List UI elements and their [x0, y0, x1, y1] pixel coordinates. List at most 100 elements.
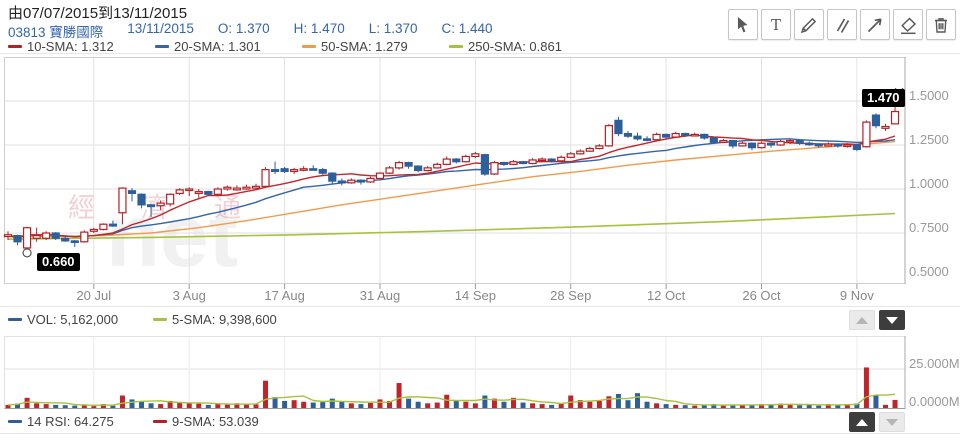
volume-chart-pane[interactable]: 25.000M 0.0000M [0, 333, 960, 411]
candle [328, 172, 337, 182]
candle [70, 240, 79, 244]
toolbar-trash-button[interactable] [926, 9, 956, 40]
volume-bar [139, 401, 145, 408]
trend-arrow-icon [867, 17, 882, 32]
candle [185, 188, 194, 192]
candle [366, 177, 375, 183]
candle [576, 150, 585, 155]
candle [862, 121, 871, 148]
volume-bar [701, 404, 707, 408]
candle [80, 231, 89, 243]
volume-bar [196, 403, 202, 408]
volume-bar [348, 403, 354, 408]
volume-bar [167, 400, 173, 408]
candle [671, 132, 680, 138]
candle [13, 235, 22, 243]
volume-bar [205, 404, 211, 408]
candle [728, 139, 737, 147]
quote-item: H: 1.470 [293, 21, 345, 36]
candle [127, 190, 137, 194]
y-axis-label: 0.7500 [909, 220, 949, 235]
volume-bar [310, 402, 316, 408]
candle [347, 179, 356, 184]
candle [61, 237, 70, 242]
candle [223, 186, 232, 190]
volume-collapse-down-button[interactable] [879, 310, 905, 330]
volume-bar [577, 400, 583, 408]
divider [0, 53, 960, 54]
volume-bar [797, 405, 803, 408]
rsi-collapse-down-button[interactable] [879, 412, 905, 432]
volume-bar [301, 401, 307, 408]
toolbar-text-button[interactable]: T [761, 9, 791, 40]
toolbar-eraser-button[interactable] [893, 9, 923, 40]
volume-bar [730, 404, 736, 408]
candle [871, 114, 881, 127]
volume-bar [520, 402, 526, 408]
x-axis-label: 14 Sep [455, 288, 496, 303]
legend-label: 250-SMA: 0.861 [468, 39, 562, 54]
rsi-collapse-up-button[interactable] [849, 412, 875, 432]
quote-item: L: 1.370 [368, 21, 418, 36]
candle [700, 133, 709, 139]
volume-bar [654, 403, 660, 408]
candle [852, 144, 861, 151]
toolbar-pencil-button[interactable] [794, 9, 824, 40]
toolbar-trend-arrow-button[interactable] [860, 9, 890, 40]
volume-bar [778, 403, 784, 408]
candle [242, 186, 251, 190]
volume-bar [558, 403, 564, 408]
candle [490, 161, 499, 175]
parallel-lines-icon [836, 18, 850, 33]
legend-label: VOL: 5,162,000 [27, 312, 119, 327]
legend-label: 14 RSI: 64.275 [27, 414, 114, 429]
rsi-pane-header: 14 RSI: 64.275 9-SMA: 53.039 [0, 410, 960, 434]
volume-bar [377, 399, 383, 408]
volume-bar [863, 367, 869, 408]
volume-bar [892, 399, 898, 408]
volume-bar [644, 401, 650, 408]
candle [251, 185, 261, 189]
y-axis-label: 1.0000 [909, 176, 949, 191]
candle [270, 169, 280, 172]
volume-pane-header: VOL: 5,162,000 5-SMA: 9,398,600 [0, 308, 960, 332]
volume-bar [482, 395, 488, 408]
candle [461, 155, 470, 163]
volume-bar [34, 403, 40, 408]
candle [99, 223, 108, 231]
price-chart-pane[interactable]: 20 Jul 3 Aug 17 Aug 31 Aug 14 Sep 28 Sep 12 Oc… [0, 53, 960, 305]
volume-bar [43, 404, 49, 408]
toolbar-parallel-lines-button[interactable] [827, 9, 857, 40]
candle [290, 169, 299, 172]
volume-bar [215, 404, 221, 408]
candle [642, 138, 652, 141]
toolbar-pointer-button[interactable] [728, 9, 758, 40]
candle [738, 142, 747, 147]
candle [433, 163, 442, 169]
candle [614, 119, 623, 135]
volume-collapse-buttons [849, 310, 905, 330]
candle [890, 110, 900, 125]
volume-bar [186, 403, 192, 408]
y-axis-label: 0.5000 [909, 264, 949, 279]
candle [499, 161, 509, 165]
eraser-icon [901, 16, 917, 34]
candle [719, 139, 728, 143]
pencil-icon [800, 17, 817, 33]
legend-label: 9-SMA: 53.039 [172, 414, 259, 429]
volume-bar [463, 401, 469, 408]
volume-bar [387, 400, 393, 408]
legend-item: 50-SMA: 1.279 [302, 39, 449, 54]
volume-collapse-up-button[interactable] [849, 310, 875, 330]
candle [662, 133, 671, 138]
quote-summary: 03813 寶勝國際 13/11/2015 O: 1.370 H: 1.470 L: 1… [8, 21, 517, 41]
legend-item: 250-SMA: 0.861 [449, 39, 596, 54]
legend-dash-icon [8, 45, 22, 48]
candle [194, 191, 203, 194]
pointer-icon [738, 16, 748, 32]
volume-bar [224, 404, 230, 408]
candle [814, 143, 823, 147]
x-axis-label: 28 Sep [550, 288, 591, 303]
volume-bar [749, 404, 755, 408]
